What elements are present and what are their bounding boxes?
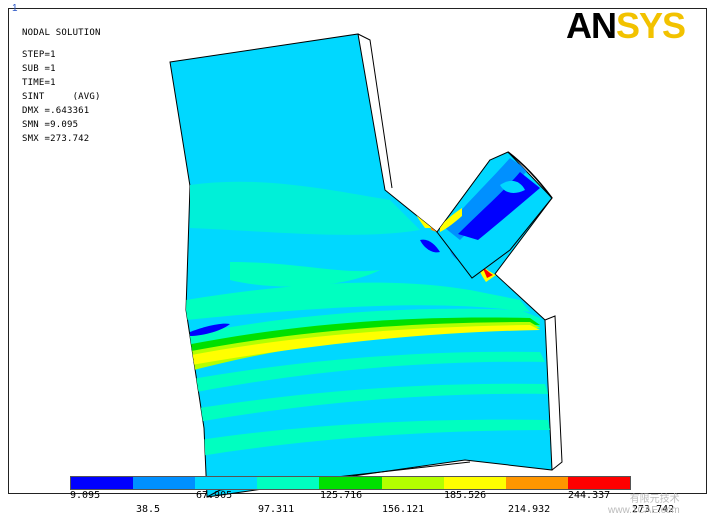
info-smx: SMX =273.742 — [22, 134, 90, 144]
info-sint: SINT (AVG) — [22, 92, 101, 102]
legend-color-cell — [443, 477, 506, 489]
legend-label-bottom-1: 38.5 — [136, 504, 161, 515]
watermark: 有限元技术 www.1CAE.com — [608, 494, 680, 516]
legend-color-cell — [257, 477, 320, 489]
legend-color-cell — [505, 477, 568, 489]
legend-label-top-2: 67.905 — [196, 490, 233, 501]
color-legend-bar — [70, 476, 631, 490]
legend-color-cell — [567, 477, 630, 489]
legend-label-top-4: 185.526 — [444, 490, 487, 501]
legend-label-top-1: 9.095 — [70, 490, 101, 501]
legend-label-bottom-5: 273.742 — [632, 504, 675, 515]
logo-part-2: SYS — [616, 5, 686, 46]
model-body — [169, 33, 553, 498]
legend-label-top-5: 244.337 — [568, 490, 611, 501]
ansys-logo: ANSYS — [566, 5, 686, 46]
legend-label-bottom-3: 156.121 — [382, 504, 425, 515]
logo-part-1: AN — [566, 5, 617, 46]
model-pipe — [436, 151, 553, 279]
solution-info: NODAL SOLUTION STEP=1 SUB =1 TIME=1 SINT… — [22, 26, 101, 146]
window-number: 1 — [12, 3, 18, 14]
info-step: STEP=1 — [22, 50, 56, 60]
watermark-line-1: 有限元技术 — [629, 494, 680, 505]
info-sub: SUB =1 — [22, 64, 56, 74]
legend-label-bottom-2: 97.311 — [258, 504, 295, 515]
info-smn: SMN =9.095 — [22, 120, 79, 130]
info-dmx: DMX =.643361 — [22, 106, 90, 116]
legend-color-cell — [381, 477, 444, 489]
legend-color-cell — [71, 477, 134, 489]
info-title: NODAL SOLUTION — [22, 28, 101, 38]
legend-label-top-3: 125.716 — [320, 490, 363, 501]
legend-color-cell — [133, 477, 196, 489]
legend-color-cell — [319, 477, 382, 489]
watermark-line-2: www.1CAE.com — [608, 505, 680, 516]
legend-color-cell — [195, 477, 258, 489]
info-time: TIME=1 — [22, 78, 56, 88]
model-edges — [206, 33, 563, 498]
legend-label-bottom-4: 214.932 — [508, 504, 551, 515]
